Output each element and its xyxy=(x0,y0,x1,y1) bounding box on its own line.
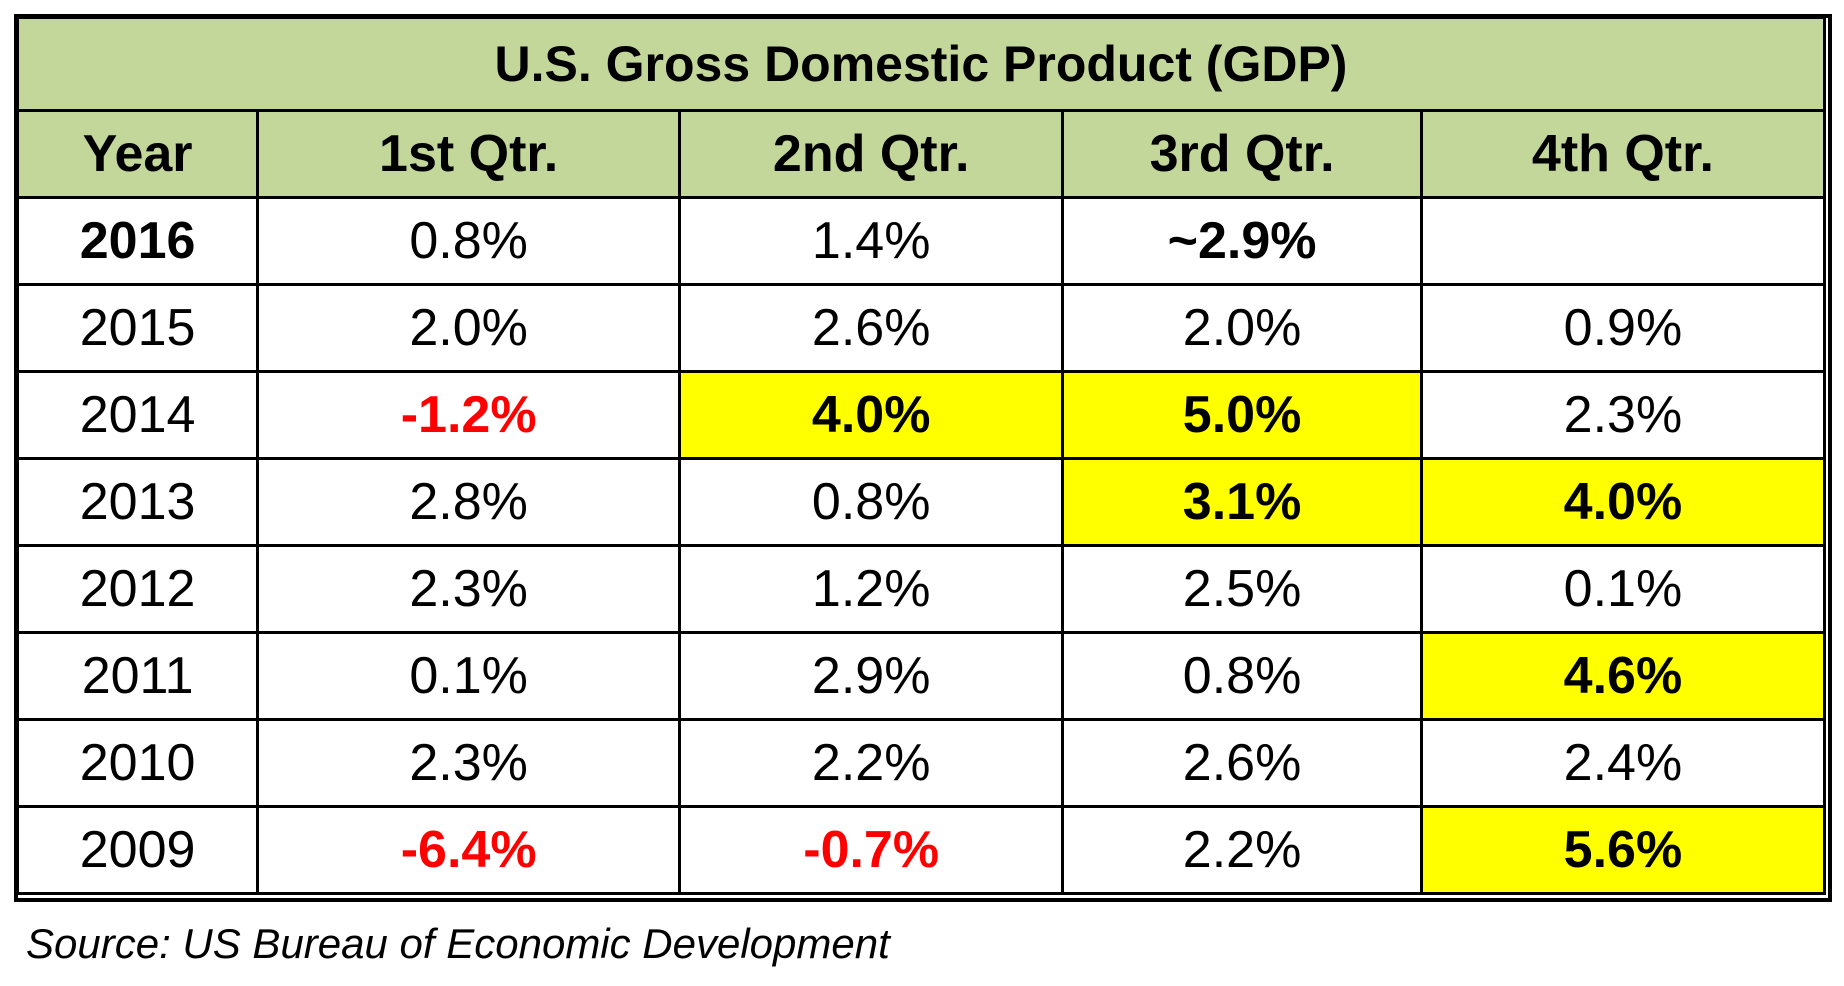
value-cell-q2: 4.0% xyxy=(678,370,1065,460)
value-cell-q4: 4.0% xyxy=(1419,457,1827,547)
value-cell-q2: 2.6% xyxy=(678,283,1065,373)
year-cell: 2014 xyxy=(15,370,260,460)
table-body: 2016 0.8% 1.4% ~2.9% 2015 2.0% 2.6% 2.0% 0.9% 201… xyxy=(15,196,1827,895)
value-cell-q2: 1.4% xyxy=(678,196,1065,286)
column-header-year: Year xyxy=(15,109,260,199)
value-cell-q3: 3.1% xyxy=(1061,457,1423,547)
column-header-q3: 3rd Qtr. xyxy=(1061,109,1423,199)
value-cell-q2: 2.2% xyxy=(678,718,1065,808)
value-cell-q2: 1.2% xyxy=(678,544,1065,634)
value-cell-q3: 5.0% xyxy=(1061,370,1423,460)
year-cell: 2010 xyxy=(15,718,260,808)
value-cell-q1: 0.8% xyxy=(256,196,682,286)
value-cell-q2: 2.9% xyxy=(678,631,1065,721)
value-cell-q3: 2.0% xyxy=(1061,283,1423,373)
value-cell-q1: 2.0% xyxy=(256,283,682,373)
year-cell: 2015 xyxy=(15,283,260,373)
value-cell-q4: 0.9% xyxy=(1419,283,1827,373)
year-cell: 2009 xyxy=(15,805,260,895)
table-row: 2009 -6.4% -0.7% 2.2% 5.6% xyxy=(15,805,1827,895)
table-row: 2013 2.8% 0.8% 3.1% 4.0% xyxy=(15,457,1827,547)
year-cell: 2012 xyxy=(15,544,260,634)
gdp-table: U.S. Gross Domestic Product (GDP) Year 1… xyxy=(15,16,1827,895)
value-cell-q2: 0.8% xyxy=(678,457,1065,547)
value-cell-q3: 2.2% xyxy=(1061,805,1423,895)
year-cell: 2016 xyxy=(15,196,260,286)
value-cell-q3: 2.6% xyxy=(1061,718,1423,808)
column-header-q1: 1st Qtr. xyxy=(256,109,682,199)
table-row: 2016 0.8% 1.4% ~2.9% xyxy=(15,196,1827,286)
value-cell-q2: -0.7% xyxy=(678,805,1065,895)
year-cell: 2011 xyxy=(15,631,260,721)
value-cell-q1: 0.1% xyxy=(256,631,682,721)
value-cell-q4: 2.3% xyxy=(1419,370,1827,460)
source-note: Source: US Bureau of Economic Developmen… xyxy=(26,920,890,967)
value-cell-q4 xyxy=(1419,196,1827,286)
column-header-q2: 2nd Qtr. xyxy=(678,109,1065,199)
table-row: 2015 2.0% 2.6% 2.0% 0.9% xyxy=(15,283,1827,373)
table-row: 2012 2.3% 1.2% 2.5% 0.1% xyxy=(15,544,1827,634)
table-row: 2014 -1.2% 4.0% 5.0% 2.3% xyxy=(15,370,1827,460)
value-cell-q4: 5.6% xyxy=(1419,805,1827,895)
value-cell-q4: 0.1% xyxy=(1419,544,1827,634)
header-row: Year 1st Qtr. 2nd Qtr. 3rd Qtr. 4th Qtr. xyxy=(15,109,1827,199)
table-row: 2010 2.3% 2.2% 2.6% 2.4% xyxy=(15,718,1827,808)
value-cell-q1: 2.3% xyxy=(256,544,682,634)
value-cell-q3: 0.8% xyxy=(1061,631,1423,721)
value-cell-q1: -6.4% xyxy=(256,805,682,895)
value-cell-q3: ~2.9% xyxy=(1061,196,1423,286)
value-cell-q3: 2.5% xyxy=(1061,544,1423,634)
title-row: U.S. Gross Domestic Product (GDP) xyxy=(16,16,1826,112)
value-cell-q1: -1.2% xyxy=(256,370,682,460)
value-cell-q4: 4.6% xyxy=(1419,631,1827,721)
value-cell-q4: 2.4% xyxy=(1419,718,1827,808)
table-title: U.S. Gross Domestic Product (GDP) xyxy=(16,16,1826,112)
value-cell-q1: 2.8% xyxy=(256,457,682,547)
table-row: 2011 0.1% 2.9% 0.8% 4.6% xyxy=(15,631,1827,721)
value-cell-q1: 2.3% xyxy=(256,718,682,808)
column-header-q4: 4th Qtr. xyxy=(1419,109,1827,199)
year-cell: 2013 xyxy=(15,457,260,547)
